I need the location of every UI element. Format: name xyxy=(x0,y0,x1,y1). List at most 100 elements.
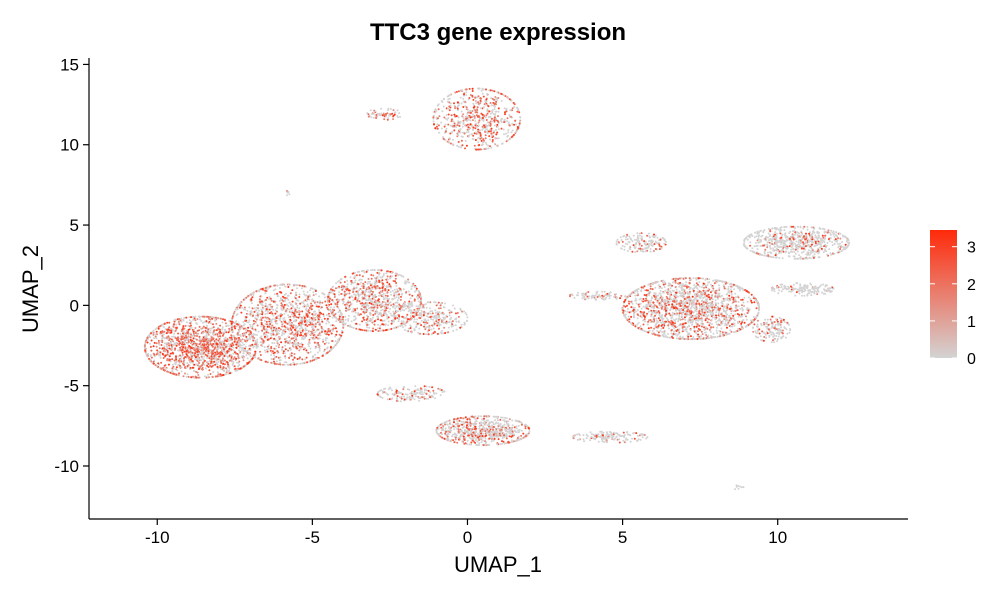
data-point xyxy=(467,135,470,138)
data-point xyxy=(273,360,275,363)
data-point xyxy=(511,419,514,422)
data-point xyxy=(389,276,392,279)
data-point xyxy=(192,337,195,340)
data-point xyxy=(360,308,363,311)
data-point xyxy=(222,356,225,359)
data-point xyxy=(325,304,328,307)
data-point xyxy=(231,363,234,366)
data-point xyxy=(177,349,180,352)
data-point xyxy=(503,420,506,423)
data-point xyxy=(374,328,377,331)
data-point xyxy=(246,339,249,342)
data-point xyxy=(240,349,243,352)
data-point xyxy=(331,329,334,332)
data-point xyxy=(476,125,478,128)
data-point xyxy=(475,148,478,151)
data-point xyxy=(284,355,287,358)
data-point xyxy=(281,332,284,335)
data-point xyxy=(375,309,378,312)
data-point xyxy=(274,362,276,365)
data-point xyxy=(192,318,195,321)
data-point xyxy=(261,311,264,314)
data-point xyxy=(477,102,480,105)
data-point xyxy=(477,141,480,144)
data-point xyxy=(235,357,238,360)
data-point xyxy=(191,360,194,363)
data-point xyxy=(312,294,315,297)
data-point xyxy=(294,293,297,296)
data-point xyxy=(329,330,331,333)
data-point xyxy=(506,135,509,138)
data-point xyxy=(364,295,367,298)
data-point xyxy=(449,102,452,105)
data-point xyxy=(330,348,333,351)
data-point xyxy=(196,323,199,325)
data-point xyxy=(467,118,470,121)
data-point xyxy=(289,339,292,342)
data-point xyxy=(346,283,349,286)
data-point xyxy=(224,319,226,322)
data-point xyxy=(429,307,431,310)
data-point xyxy=(221,352,224,355)
data-point xyxy=(307,310,310,313)
data-point xyxy=(161,352,164,355)
data-point xyxy=(357,297,360,300)
data-point xyxy=(442,316,445,319)
data-point xyxy=(384,304,387,307)
data-point xyxy=(325,333,328,336)
data-point xyxy=(224,339,227,342)
data-point xyxy=(511,424,514,427)
data-point xyxy=(199,340,202,343)
data-point xyxy=(215,338,218,341)
data-point xyxy=(230,325,233,327)
data-point xyxy=(469,116,472,119)
data-point xyxy=(309,289,312,292)
data-point xyxy=(211,336,214,339)
data-point xyxy=(489,129,491,131)
data-point xyxy=(242,359,245,362)
data-point xyxy=(386,300,389,303)
data-point xyxy=(386,317,389,320)
data-point xyxy=(239,346,241,349)
data-point xyxy=(387,324,390,327)
data-point xyxy=(194,356,197,359)
data-point xyxy=(503,121,506,123)
data-point xyxy=(424,328,427,331)
data-point xyxy=(480,112,483,115)
data-point xyxy=(321,320,324,323)
data-point xyxy=(152,352,155,355)
data-point xyxy=(468,97,471,99)
data-point xyxy=(287,328,290,331)
data-point xyxy=(330,310,332,313)
data-point xyxy=(503,118,506,121)
data-point xyxy=(187,346,190,349)
data-point xyxy=(287,298,290,301)
data-point xyxy=(347,318,350,320)
data-point xyxy=(361,329,364,332)
data-point xyxy=(266,288,269,291)
data-point xyxy=(409,327,412,330)
data-point xyxy=(186,349,189,352)
data-point xyxy=(474,127,477,130)
data-point xyxy=(495,118,498,120)
data-point xyxy=(350,320,353,323)
data-point xyxy=(366,314,369,317)
data-point xyxy=(150,356,153,359)
data-point xyxy=(334,316,337,319)
data-point xyxy=(463,132,466,135)
data-point xyxy=(163,337,166,339)
data-point xyxy=(234,322,237,325)
data-point xyxy=(161,341,164,344)
data-point xyxy=(295,316,298,319)
data-point xyxy=(249,349,252,352)
data-point xyxy=(322,338,325,341)
data-point xyxy=(473,436,476,439)
data-point xyxy=(473,417,476,420)
data-point xyxy=(400,295,402,298)
data-point xyxy=(148,357,151,360)
data-point xyxy=(214,319,216,322)
data-point xyxy=(246,313,249,316)
data-point xyxy=(209,373,212,375)
data-point xyxy=(272,300,275,303)
data-point xyxy=(482,141,485,144)
